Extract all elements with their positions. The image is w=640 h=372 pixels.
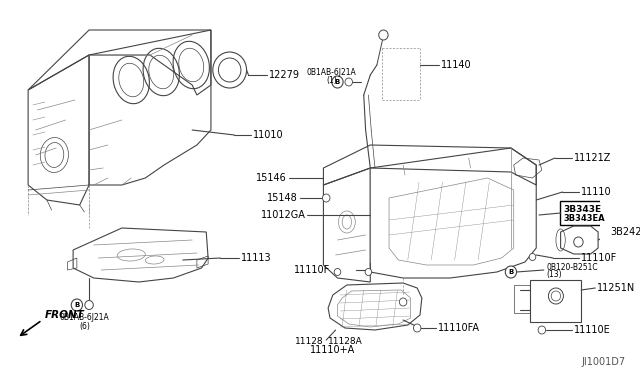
Circle shape — [345, 78, 353, 86]
Text: 11110FA: 11110FA — [438, 323, 480, 333]
Bar — [514, 285, 530, 313]
Text: (6): (6) — [79, 321, 90, 330]
Text: FRONT: FRONT — [45, 310, 84, 320]
Circle shape — [218, 58, 241, 82]
Bar — [530, 280, 581, 322]
Circle shape — [332, 76, 343, 88]
Text: 11010: 11010 — [253, 130, 284, 140]
Text: 3B343EA: 3B343EA — [563, 214, 605, 222]
Text: 11110F: 11110F — [581, 253, 618, 263]
Circle shape — [71, 299, 83, 311]
Circle shape — [538, 326, 546, 334]
Text: B: B — [74, 302, 79, 308]
Text: B: B — [335, 79, 340, 85]
Text: 11113: 11113 — [241, 253, 271, 263]
Text: 11251N: 11251N — [597, 283, 636, 293]
Text: 0B1AB-6J21A: 0B1AB-6J21A — [307, 67, 356, 77]
Circle shape — [573, 237, 583, 247]
Text: 11110F: 11110F — [294, 265, 330, 275]
Text: 11128: 11128 — [295, 337, 324, 346]
Text: 3B343E: 3B343E — [563, 205, 602, 214]
Text: 11121Z: 11121Z — [573, 153, 611, 163]
Text: JI1001D7: JI1001D7 — [581, 357, 625, 367]
Text: 11012GA: 11012GA — [260, 210, 306, 220]
Text: 15146: 15146 — [256, 173, 287, 183]
Text: 12279: 12279 — [269, 70, 300, 80]
Circle shape — [365, 269, 372, 276]
Text: (1): (1) — [326, 76, 337, 84]
Circle shape — [85, 301, 93, 310]
Text: (13): (13) — [547, 269, 562, 279]
Text: 15148: 15148 — [268, 193, 298, 203]
Circle shape — [323, 194, 330, 202]
Text: 11110: 11110 — [581, 187, 612, 197]
Circle shape — [548, 288, 563, 304]
Circle shape — [529, 253, 536, 260]
Text: 11140: 11140 — [440, 60, 471, 70]
Circle shape — [413, 324, 421, 332]
Text: B: B — [508, 269, 513, 275]
Circle shape — [213, 52, 246, 88]
Text: 11110E: 11110E — [573, 325, 611, 335]
Text: 3B242: 3B242 — [611, 227, 640, 237]
Circle shape — [334, 269, 340, 276]
Circle shape — [551, 291, 561, 301]
Text: 0B120-B251C: 0B120-B251C — [547, 263, 598, 272]
Text: 0B1AB-6J21A: 0B1AB-6J21A — [60, 314, 109, 323]
Text: 11128A: 11128A — [328, 337, 362, 346]
Circle shape — [399, 298, 407, 306]
Text: 11110+A: 11110+A — [310, 345, 355, 355]
Circle shape — [379, 30, 388, 40]
Circle shape — [506, 266, 516, 278]
